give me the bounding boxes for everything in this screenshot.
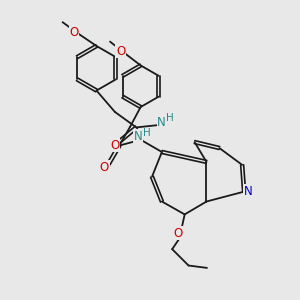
Text: N: N <box>157 116 166 129</box>
Text: O: O <box>100 160 109 174</box>
Text: O: O <box>110 139 120 152</box>
Text: H: H <box>166 113 174 124</box>
Text: N: N <box>134 130 143 143</box>
Text: O: O <box>173 226 183 240</box>
Text: O: O <box>69 26 79 39</box>
Text: H: H <box>143 128 151 138</box>
Text: N: N <box>244 185 253 198</box>
Text: O: O <box>116 45 125 58</box>
